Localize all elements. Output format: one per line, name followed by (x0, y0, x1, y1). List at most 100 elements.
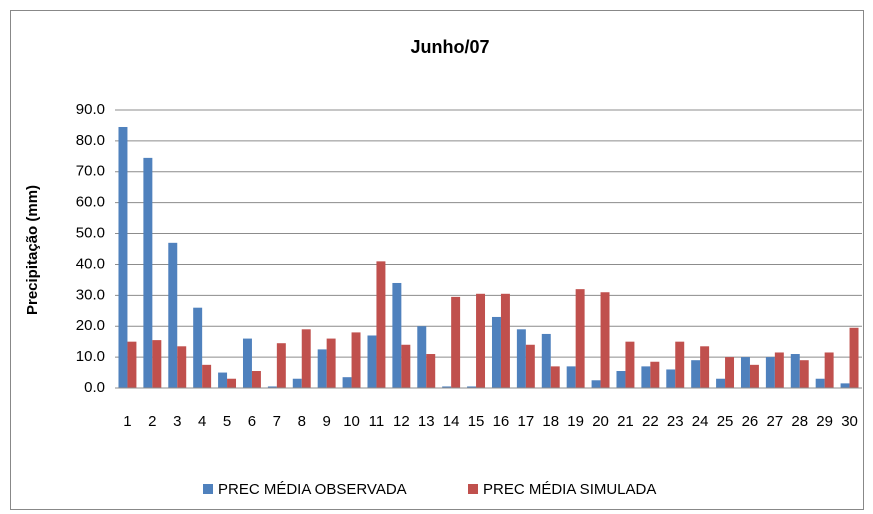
y-tick-label: 60.0 (76, 194, 105, 211)
y-tick-label: 40.0 (76, 255, 105, 272)
bar (650, 361, 660, 388)
x-tick-label: 9 (322, 413, 330, 430)
bar (317, 349, 327, 388)
bar (716, 378, 726, 388)
bar (292, 378, 302, 388)
bar (426, 354, 436, 388)
bar (342, 377, 352, 388)
bar (351, 332, 361, 388)
y-tick-label: 20.0 (76, 317, 105, 334)
bar (476, 293, 486, 388)
x-tick-label: 20 (592, 413, 609, 430)
bar (127, 341, 137, 388)
x-tick-label: 19 (567, 413, 584, 430)
bar (177, 346, 187, 388)
x-tick-label: 25 (717, 413, 734, 430)
bar (700, 346, 710, 388)
y-tick-label: 0.0 (84, 379, 105, 396)
bar (242, 338, 252, 388)
bar (152, 340, 162, 388)
bar (815, 378, 825, 388)
bar (749, 364, 759, 388)
x-tick-label: 10 (343, 413, 360, 430)
bar (824, 352, 834, 388)
bar (417, 326, 427, 388)
bar (840, 383, 850, 388)
bar (616, 371, 626, 388)
bar (326, 338, 336, 388)
x-tick-label: 24 (692, 413, 709, 430)
chart-border (10, 10, 864, 510)
bar (376, 261, 386, 388)
bar (550, 366, 560, 388)
bar (251, 371, 261, 388)
bar (725, 357, 735, 388)
x-tick-label: 27 (767, 413, 784, 430)
bar (451, 296, 461, 388)
y-tick-label: 10.0 (76, 348, 105, 365)
x-tick-label: 23 (667, 413, 684, 430)
bar (218, 372, 228, 388)
y-tick-label: 30.0 (76, 286, 105, 303)
x-tick-label: 1 (123, 413, 131, 430)
x-tick-label: 18 (542, 413, 559, 430)
bar (168, 242, 178, 388)
bar (591, 380, 601, 388)
bar (600, 292, 610, 388)
bar (566, 366, 576, 388)
y-axis-label: Precipitação (mm) (24, 185, 41, 315)
x-tick-label: 8 (298, 413, 306, 430)
bar (625, 341, 635, 388)
bar (675, 341, 685, 388)
y-tick-label: 90.0 (76, 101, 105, 118)
x-tick-label: 16 (493, 413, 510, 430)
bar (849, 327, 859, 388)
x-tick-label: 21 (617, 413, 634, 430)
bar (227, 378, 237, 388)
x-tick-label: 7 (273, 413, 281, 430)
bar (525, 344, 535, 388)
x-tick-label: 13 (418, 413, 435, 430)
bar (267, 386, 277, 388)
y-tick-label: 80.0 (76, 132, 105, 149)
bar (442, 386, 452, 388)
bar (666, 369, 676, 388)
bar (575, 289, 585, 388)
x-tick-label: 2 (148, 413, 156, 430)
bar (143, 157, 153, 388)
bar (301, 329, 311, 388)
legend-swatch (203, 484, 213, 494)
legend-label: PREC MÉDIA OBSERVADA (218, 481, 407, 498)
x-tick-label: 14 (443, 413, 460, 430)
x-tick-label: 5 (223, 413, 231, 430)
x-tick-label: 15 (468, 413, 485, 430)
bar (491, 316, 501, 388)
legend-swatch (468, 484, 478, 494)
y-tick-label: 70.0 (76, 163, 105, 180)
bar (276, 343, 286, 388)
bar (500, 293, 510, 388)
bar (790, 354, 800, 388)
bar (799, 360, 809, 388)
x-tick-label: 12 (393, 413, 410, 430)
bar (118, 126, 128, 388)
bar (193, 307, 203, 388)
bar (516, 329, 526, 388)
bar (740, 357, 750, 388)
bar (691, 360, 701, 388)
x-tick-label: 26 (742, 413, 759, 430)
x-tick-label: 30 (841, 413, 858, 430)
bar (392, 282, 402, 388)
bar (774, 352, 784, 388)
legend-label: PREC MÉDIA SIMULADA (483, 481, 656, 498)
x-tick-label: 11 (369, 413, 385, 430)
bar (367, 335, 377, 388)
x-tick-label: 17 (518, 413, 535, 430)
bar (467, 386, 477, 388)
x-tick-label: 28 (791, 413, 808, 430)
x-tick-label: 6 (248, 413, 256, 430)
bar (202, 364, 212, 388)
x-tick-label: 29 (816, 413, 833, 430)
chart-title: Junho/07 (410, 37, 489, 57)
